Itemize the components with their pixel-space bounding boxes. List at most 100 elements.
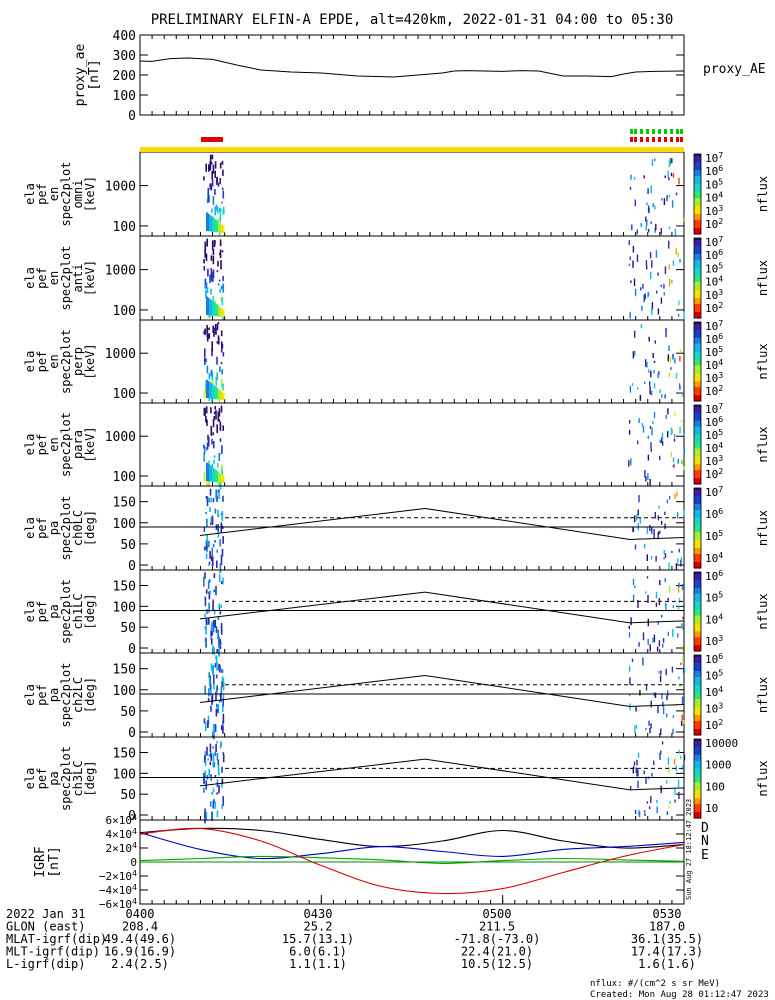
spectrogram-pixel: [219, 211, 222, 221]
spectrogram-pixel: [212, 761, 215, 765]
colorbar-segment: [694, 627, 701, 630]
spectrogram-pixel: [217, 182, 220, 187]
colorbar-segment: [694, 669, 701, 672]
igrf-ytick-label: −2×104: [99, 868, 137, 883]
spectrogram-pixel: [221, 781, 223, 788]
spectrogram-pixel: [209, 579, 211, 583]
spectrogram-pixel: [664, 523, 666, 530]
science-bar-red-tick: [670, 137, 673, 142]
spectrogram-pixel: [657, 373, 659, 379]
spectrogram-ytick-label: 150: [113, 747, 136, 762]
spectrogram-pixel: [661, 741, 664, 745]
colorbar-segment: [694, 367, 701, 370]
colorbar-segment: [694, 707, 701, 710]
science-bar-green-tick: [652, 129, 655, 134]
spectrogram-pixel: [211, 154, 214, 160]
spectrogram-pixel: [632, 767, 634, 774]
spectrogram-pixel: [635, 724, 638, 729]
colorbar-segment: [694, 746, 701, 750]
colorbar-segment: [694, 446, 701, 450]
colorbar-segment: [694, 693, 701, 696]
spectrogram-pixel: [678, 383, 681, 386]
colorbar-segment: [694, 416, 701, 420]
colorbar-segment: [694, 353, 701, 357]
spectrogram-pixel: [629, 186, 632, 190]
colorbar-tick-label: 105: [705, 344, 723, 359]
spectrogram-pixel: [203, 407, 206, 416]
spectrogram-pixel: [221, 369, 223, 375]
spectrogram-pixel: [222, 495, 224, 502]
spectrogram-pixel: [215, 376, 217, 387]
spectrogram-pixel: [210, 271, 213, 277]
spectrogram-pixel: [208, 602, 210, 613]
spectrogram-pixel: [648, 720, 650, 726]
spectrogram-pixel: [661, 437, 663, 444]
colorbar-segment: [694, 156, 701, 159]
spectrogram-pixel: [653, 634, 656, 643]
colorbar-tick-label: 106: [705, 651, 723, 666]
colorbar-segment: [694, 304, 701, 307]
spectrogram-pixel: [632, 594, 635, 602]
spectrogram-pixel: [658, 506, 660, 509]
spectrogram-pixel: [220, 694, 222, 702]
colorbar-segment: [694, 526, 701, 529]
colorbar-segment: [694, 558, 701, 561]
spectrogram-pixel: [660, 670, 662, 675]
spectrogram-pixel: [671, 428, 673, 434]
spectrogram-pixel: [666, 695, 668, 701]
colorbar-segment: [694, 743, 701, 746]
spectrogram-pixel: [657, 531, 660, 535]
spectrogram-pixel: [210, 185, 213, 191]
colorbar-segment: [694, 647, 701, 650]
orbit-row-value: 16.9(16.9): [104, 945, 176, 959]
spectrogram-pixel: [666, 780, 668, 784]
spectrogram-pixel: [204, 241, 207, 251]
colorbar-segment: [694, 577, 701, 581]
spectrogram-pixel: [644, 543, 646, 549]
spectrogram-frame: [139, 151, 685, 237]
spectrogram-pixel: [210, 689, 212, 696]
spectrogram-pixel: [660, 228, 662, 235]
spectrogram-pixel: [668, 585, 671, 593]
spectrogram-pixel: [213, 440, 215, 449]
spectrogram-pixel: [628, 429, 631, 435]
spectrogram-pixel: [214, 208, 216, 211]
colorbar-segment: [694, 391, 701, 394]
colorbar-segment: [694, 711, 701, 714]
spectrogram-pixel: [220, 622, 223, 631]
colorbar-tick-label: 100: [705, 780, 725, 793]
igrf-ytick-label: −6×104: [99, 896, 137, 911]
colorbar-segment: [694, 480, 701, 483]
colorbar-segment: [694, 389, 701, 392]
spectrogram-pixel: [222, 352, 225, 357]
spectrogram-pixel: [210, 517, 213, 526]
colorbar-frame: [693, 153, 702, 235]
science-bar-green-tick: [646, 129, 649, 134]
spectrogram-panel-3: 1000100elapefenspec2plotperp[keV]1071061…: [23, 318, 770, 404]
colorbar-segment: [694, 327, 701, 331]
colorbar-segment: [694, 597, 701, 601]
spectrogram-pixel: [632, 351, 635, 354]
spectrogram-pixel: [671, 158, 673, 164]
colorbar-segment: [694, 576, 701, 579]
spectrogram-pixel: [221, 681, 223, 688]
spectrogram-pixel: [649, 727, 651, 734]
spectrogram-pixel: [664, 394, 666, 399]
colorbar-segment: [694, 345, 701, 349]
colorbar-segment: [694, 691, 701, 694]
spectrogram-pixel: [205, 416, 207, 423]
spectrogram-pixel: [211, 557, 214, 566]
spectrogram-pixel: [668, 240, 670, 249]
spectrogram-pixel: [683, 719, 685, 724]
colorbar-segment: [694, 462, 701, 465]
colorbar-tick-label: 106: [705, 247, 723, 262]
colorbar-segment: [694, 308, 701, 311]
spectrogram-pixel: [221, 511, 224, 520]
science-zone-bar: [140, 129, 684, 152]
spectrogram-pixel: [212, 274, 214, 283]
spectrogram-pixel: [650, 532, 653, 535]
spectrogram-pixel: [628, 240, 630, 246]
colorbar-segment: [694, 548, 701, 551]
spectrogram-pixel: [215, 328, 217, 335]
